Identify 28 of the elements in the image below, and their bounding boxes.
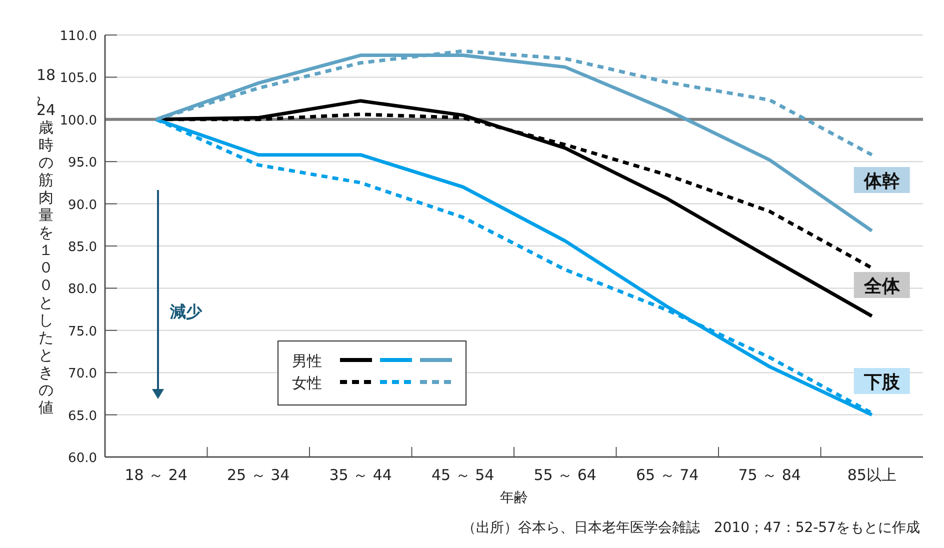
y-tick-label: 70.0 <box>68 366 97 382</box>
y-tick-label: 75.0 <box>68 324 97 340</box>
annotation: 減少 <box>169 302 203 321</box>
y-tick-label: 65.0 <box>68 408 97 424</box>
x-tick-label: 45 ～ 54 <box>432 466 494 484</box>
legend-label: 男性 <box>292 352 322 370</box>
annotation: 下肢 <box>862 372 901 393</box>
x-tick-label: 25 ～ 34 <box>227 466 290 484</box>
x-tick-label: 75 ～ 84 <box>738 466 801 484</box>
annotation: 全体 <box>862 276 901 297</box>
x-tick-label: 65 ～ 74 <box>636 466 699 484</box>
text: 18～24歳時の筋肉量を１００としたときの値 <box>30 66 56 416</box>
x-tick-label: 35 ～ 44 <box>329 466 392 484</box>
y-tick-label: 60.0 <box>68 451 97 466</box>
x-tick-label: 18 ～ 24 <box>124 466 188 484</box>
legend-label: 女性 <box>292 374 322 392</box>
y-tick-label: 90.0 <box>68 198 97 213</box>
annotation: 体幹 <box>862 171 901 192</box>
y-tick-label: 85.0 <box>68 240 97 255</box>
text: （出所）谷本ら、日本老年医学会雑誌 2010；47：52-57をもとに作成 <box>462 520 920 536</box>
x-axis-title: 年齢 <box>500 490 528 506</box>
y-tick-label: 95.0 <box>68 156 97 171</box>
y-tick-label: 105.0 <box>60 71 97 86</box>
y-tick-label: 80.0 <box>68 282 97 298</box>
y-tick-label: 110.0 <box>60 29 97 44</box>
y-tick-label: 100.0 <box>60 113 97 128</box>
x-tick-label: 55 ～ 64 <box>534 466 596 484</box>
x-tick-label: 85以上 <box>847 466 896 484</box>
